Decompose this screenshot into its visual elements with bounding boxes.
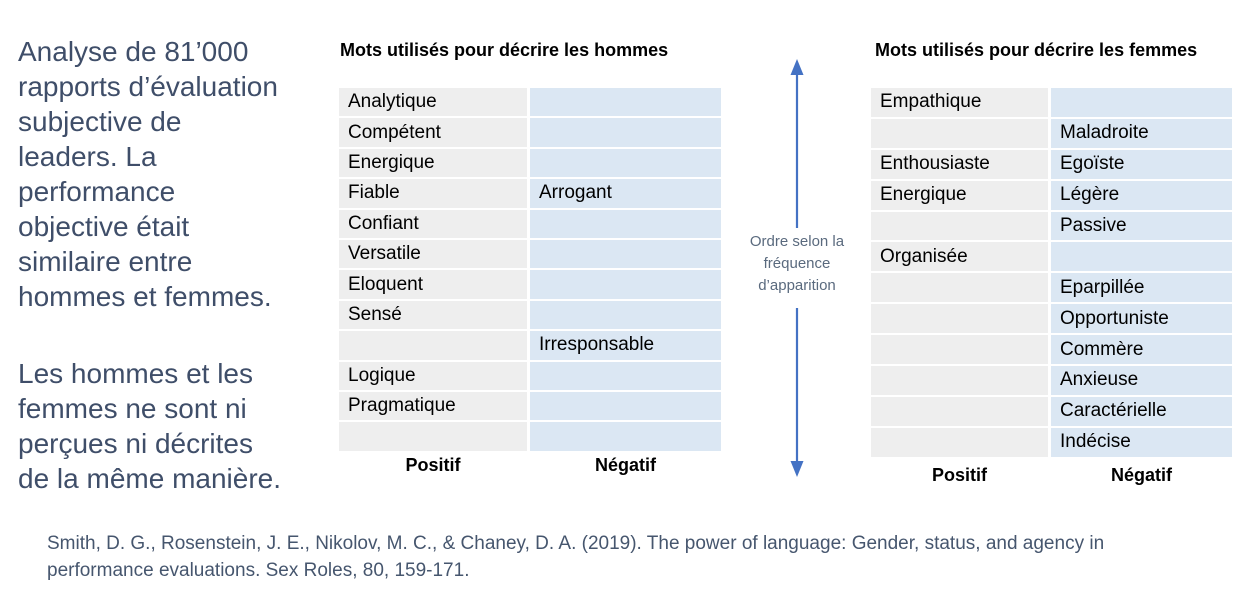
men-positive-cell: Energique bbox=[339, 148, 527, 178]
women-negative-cell: Caractérielle bbox=[1051, 396, 1232, 426]
women-negative-cell: Eparpillée bbox=[1051, 273, 1232, 303]
men-negative-cell bbox=[530, 391, 721, 421]
men-positive-cell: Pragmatique bbox=[339, 391, 527, 421]
women-positive-cell bbox=[871, 304, 1048, 334]
women-negative-cell: Légère bbox=[1051, 180, 1232, 210]
summary-paragraph-2: Les hommes et les femmes ne sont ni perç… bbox=[18, 358, 282, 494]
women-positive-label: Positif bbox=[931, 465, 987, 485]
summary-text: Analyse de 81’000 rapports d’évaluation … bbox=[18, 34, 318, 496]
citation-text: Smith, D. G., Rosenstein, J. E., Nikolov… bbox=[47, 533, 1105, 581]
men-positive-cell bbox=[339, 422, 527, 451]
women-positive-cell bbox=[871, 273, 1048, 303]
women-negative-cell bbox=[1051, 88, 1232, 117]
women-positive-cell bbox=[871, 396, 1048, 426]
men-negative-cell bbox=[530, 239, 721, 269]
men-positive-cell: Analytique bbox=[339, 88, 527, 117]
women-table: Empathique Maladroite Enthousiaste Egoïs… bbox=[871, 88, 1232, 457]
men-negative-cell bbox=[530, 118, 721, 147]
women-negative-cell: Indécise bbox=[1051, 427, 1232, 457]
men-positive-cell: Versatile bbox=[339, 239, 527, 269]
men-axis-labels: Positif Négatif bbox=[339, 455, 721, 476]
men-positive-cell: Compétent bbox=[339, 118, 527, 147]
men-negative-cell bbox=[530, 270, 721, 299]
men-negative-cell bbox=[530, 361, 721, 390]
men-table-title: Mots utilisés pour décrire les hommes bbox=[340, 40, 669, 60]
men-positive-cell: Sensé bbox=[339, 300, 527, 330]
men-positive-cell: Logique bbox=[339, 361, 527, 390]
men-positive-label: Positif bbox=[405, 455, 461, 475]
women-positive-cell bbox=[871, 427, 1048, 457]
men-table: Analytique Compétent Energique Fiable Ar… bbox=[339, 88, 721, 451]
women-negative-cell: Passive bbox=[1051, 211, 1232, 241]
men-positive-cell: Confiant bbox=[339, 209, 527, 238]
men-positive-cell: Eloquent bbox=[339, 270, 527, 299]
men-positive-cell bbox=[339, 331, 527, 360]
women-axis-labels: Positif Négatif bbox=[871, 465, 1232, 486]
women-negative-cell: Anxieuse bbox=[1051, 366, 1232, 395]
vertical-double-arrow-icon bbox=[790, 59, 804, 477]
men-negative-cell: Irresponsable bbox=[530, 331, 721, 360]
men-positive-cell: Fiable bbox=[339, 179, 527, 208]
women-positive-cell bbox=[871, 118, 1048, 148]
arrow-caption: Ordre selon la fréquence d’apparition bbox=[749, 233, 845, 294]
women-negative-cell bbox=[1051, 242, 1232, 272]
women-positive-cell: Empathique bbox=[871, 88, 1048, 117]
men-negative-label: Négatif bbox=[594, 455, 656, 475]
women-positive-cell bbox=[871, 211, 1048, 241]
men-negative-cell bbox=[530, 148, 721, 178]
women-negative-cell: Opportuniste bbox=[1051, 304, 1232, 334]
men-negative-cell bbox=[530, 209, 721, 238]
men-negative-cell bbox=[530, 88, 721, 117]
women-negative-label: Négatif bbox=[1110, 465, 1172, 485]
women-positive-cell: Energique bbox=[871, 180, 1048, 210]
women-positive-cell: Enthousiaste bbox=[871, 149, 1048, 179]
women-negative-cell: Egoïste bbox=[1051, 149, 1232, 179]
summary-paragraph-1: Analyse de 81’000 rapports d’évaluation … bbox=[18, 36, 278, 312]
women-negative-cell: Maladroite bbox=[1051, 118, 1232, 148]
men-negative-cell bbox=[530, 300, 721, 330]
women-positive-cell bbox=[871, 366, 1048, 395]
women-positive-cell: Organisée bbox=[871, 242, 1048, 272]
women-negative-cell: Commère bbox=[1051, 335, 1232, 365]
men-negative-cell bbox=[530, 422, 721, 451]
women-positive-cell bbox=[871, 335, 1048, 365]
men-negative-cell: Arrogant bbox=[530, 179, 721, 208]
women-table-title: Mots utilisés pour décrire les femmes bbox=[875, 40, 1198, 60]
